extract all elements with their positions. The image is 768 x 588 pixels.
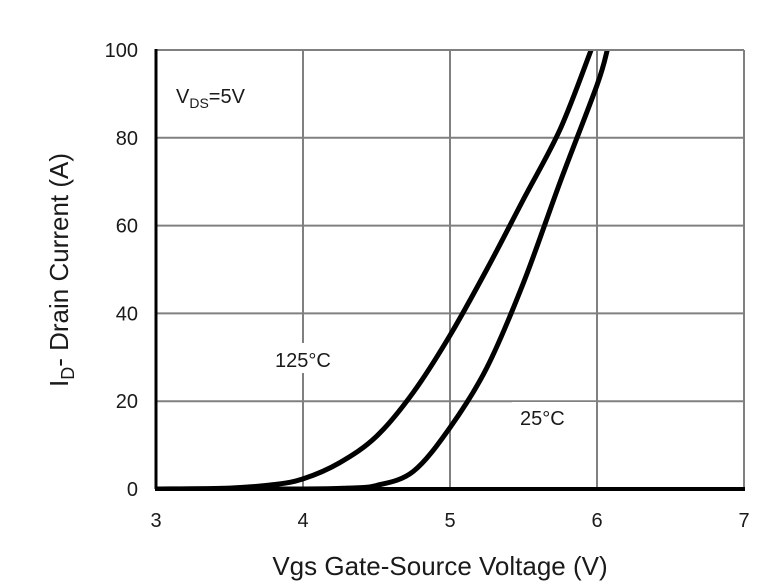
label-25-bg bbox=[512, 402, 596, 444]
y-tick-label: 40 bbox=[116, 303, 138, 325]
tick-labels: 3 4 5 6 7 0 20 40 60 80 100 bbox=[105, 40, 750, 532]
y-tick-label: 0 bbox=[127, 479, 138, 501]
x-tick-label: 3 bbox=[150, 510, 161, 532]
axes bbox=[154, 49, 745, 491]
label-125-bg bbox=[270, 343, 348, 373]
y-tick-label: 80 bbox=[116, 128, 138, 150]
y-tick-label: 20 bbox=[116, 391, 138, 413]
series-label-125c: 125°C bbox=[275, 350, 331, 372]
x-tick-label: 7 bbox=[738, 510, 749, 532]
x-tick-label: 5 bbox=[444, 510, 455, 532]
series-line-125c bbox=[156, 50, 594, 489]
y-tick-label: 100 bbox=[105, 40, 138, 62]
grid bbox=[156, 49, 745, 489]
x-tick-label: 6 bbox=[591, 510, 602, 532]
y-axis-label: ID- Drain Current (A) bbox=[44, 153, 78, 387]
x-axis-label: Vgs Gate-Source Voltage (V) bbox=[272, 551, 607, 581]
y-tick-label: 60 bbox=[116, 216, 138, 238]
x-tick-label: 4 bbox=[297, 510, 308, 532]
annotation-vds: VDS=5V bbox=[176, 86, 246, 111]
series-label-25c: 25°C bbox=[520, 408, 565, 430]
